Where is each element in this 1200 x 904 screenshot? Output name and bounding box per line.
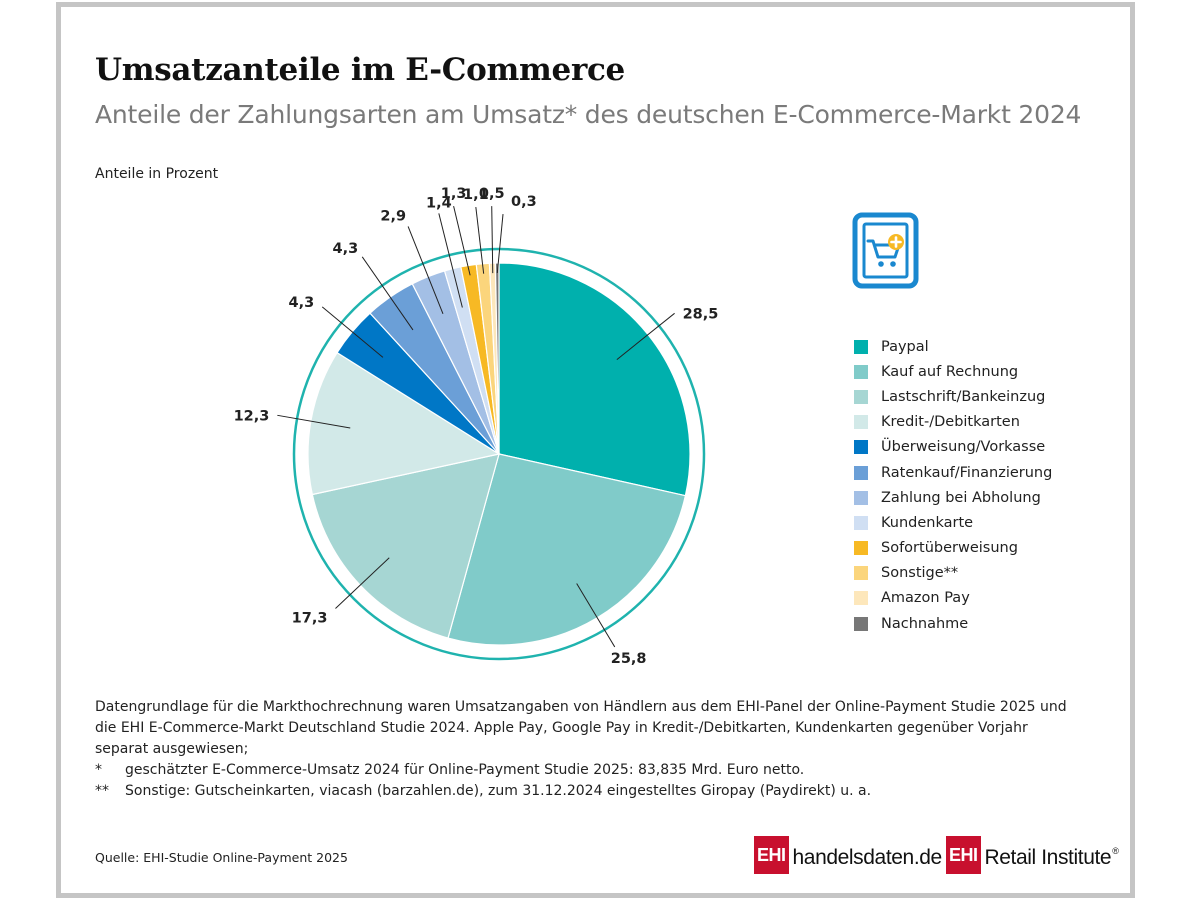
footnote-2-text: Sonstige: Gutscheinkarten, viacash (barz… <box>125 783 872 799</box>
retail-institute-logo-text: Retail Institute® <box>985 846 1119 870</box>
leader-line-kundenkarte <box>438 213 463 308</box>
legend-swatch <box>854 415 868 430</box>
leader-line-lastschrift-bankeinzug <box>335 557 390 609</box>
chart-subtitle: Anteile der Zahlungsarten am Umsatz* des… <box>95 100 1082 129</box>
legend-label: Überweisung/Vorkasse <box>881 439 1046 456</box>
legend-item-sofortueberweisung: Sofortüberweisung <box>854 536 1052 561</box>
leader-line-kredit-debitkarten <box>277 414 351 429</box>
legend-swatch <box>854 364 868 379</box>
data-label-sonstige: 1,1 <box>463 187 489 203</box>
pie-slice-nachnahme <box>494 262 500 455</box>
data-label-sofortueberweisung: 1,3 <box>441 186 467 202</box>
data-label-paypal: 28,5 <box>683 306 719 322</box>
legend-swatch <box>854 465 868 480</box>
leader-line-kauf-auf-rechnung <box>576 583 616 648</box>
data-label-zahlung-bei-abholung: 2,9 <box>380 208 406 224</box>
chart-legend: Paypal Kauf auf Rechnung Lastschrift/Banke… <box>854 334 1052 636</box>
footnote-2: ** Sonstige: Gutscheinkarten, viacash (ba… <box>95 781 1085 802</box>
legend-item-amazon-pay: Amazon Pay <box>854 586 1052 611</box>
legend-swatch <box>854 389 868 404</box>
legend-label: Ratenkauf/Finanzierung <box>881 464 1053 481</box>
ehi-logo-box: EHI <box>754 836 789 874</box>
data-label-kauf-auf-rechnung: 25,8 <box>611 651 647 667</box>
data-label-ueberweisung-vorkasse: 4,3 <box>289 295 315 311</box>
leader-line-amazon-pay <box>491 206 494 274</box>
retail-institute-text: Retail Institute <box>984 846 1112 869</box>
registered-mark: ® <box>1112 846 1119 856</box>
data-label-nachnahme: 0,3 <box>511 194 537 210</box>
handelsdaten-logo-text: handelsdaten.de <box>792 846 943 869</box>
data-basis-note: Datengrundlage für die Markthochrechnung… <box>95 699 1067 757</box>
legend-label: Kredit-/Debitkarten <box>881 414 1020 431</box>
shopping-cart-plus-icon <box>852 212 919 289</box>
legend-item-kauf-auf-rechnung: Kauf auf Rechnung <box>854 359 1052 384</box>
legend-item-kredit-debitkarten: Kredit-/Debitkarten <box>854 410 1052 435</box>
legend-swatch <box>854 591 868 606</box>
ehi-retail-institute-logo: EHI Retail Institute® <box>946 836 1119 874</box>
footnote-1-marker: * <box>95 762 102 778</box>
legend-item-sonstige: Sonstige** <box>854 561 1052 586</box>
legend-item-paypal: Paypal <box>854 334 1052 359</box>
legend-swatch <box>854 440 868 455</box>
pie-outer-ring <box>292 247 706 661</box>
handelsdaten-logo: EHI handelsdaten.de <box>754 836 942 874</box>
legend-swatch <box>854 515 868 530</box>
source-note: Quelle: EHI-Studie Online-Payment 2025 <box>95 850 348 865</box>
leader-line-nachnahme <box>496 213 504 274</box>
legend-swatch <box>854 566 868 581</box>
legend-label: Kundenkarte <box>881 514 974 531</box>
footnotes: Datengrundlage für die Markthochrechnung… <box>95 697 1085 802</box>
legend-label: Sofortüberweisung <box>881 540 1018 557</box>
footnote-1-text: geschätzter E-Commerce-Umsatz 2024 für O… <box>125 762 805 778</box>
legend-label: Amazon Pay <box>881 590 970 607</box>
legend-swatch <box>854 490 868 505</box>
data-label-ratenkauf-finanzierung: 4,3 <box>333 241 359 257</box>
leader-line-ueberweisung-vorkasse <box>321 306 384 358</box>
data-label-kredit-debitkarten: 12,3 <box>234 408 270 424</box>
data-label-amazon-pay: 0,5 <box>479 186 505 202</box>
legend-label: Lastschrift/Bankeinzug <box>881 388 1046 405</box>
leader-line-sofortueberweisung <box>453 206 471 276</box>
legend-swatch <box>854 616 868 631</box>
unit-label: Anteile in Prozent <box>95 166 219 182</box>
legend-swatch <box>854 541 868 556</box>
legend-swatch <box>854 339 868 354</box>
legend-label: Sonstige** <box>881 565 959 582</box>
legend-item-zahlung-bei-abholung: Zahlung bei Abholung <box>854 485 1052 510</box>
legend-label: Paypal <box>881 338 929 355</box>
legend-label: Zahlung bei Abholung <box>881 489 1041 506</box>
chart-title: Umsatzanteile im E-Commerce <box>95 52 625 88</box>
legend-label: Nachnahme <box>881 615 969 632</box>
legend-label: Kauf auf Rechnung <box>881 363 1019 380</box>
legend-item-nachnahme: Nachnahme <box>854 611 1052 636</box>
leader-line-sonstige <box>475 207 485 274</box>
footnote-2-marker: ** <box>95 783 109 799</box>
legend-item-ueberweisung-vorkasse: Überweisung/Vorkasse <box>854 435 1052 460</box>
legend-item-lastschrift-bankeinzug: Lastschrift/Bankeinzug <box>854 384 1052 409</box>
ehi-logo-box-2: EHI <box>946 836 981 874</box>
leader-line-ratenkauf-finanzierung <box>361 256 414 331</box>
footnote-1: * geschätzter E-Commerce-Umsatz 2024 für … <box>95 760 1085 781</box>
leader-line-zahlung-bei-abholung <box>407 226 444 314</box>
legend-item-kundenkarte: Kundenkarte <box>854 510 1052 535</box>
legend-item-ratenkauf-finanzierung: Ratenkauf/Finanzierung <box>854 460 1052 485</box>
leader-line-paypal <box>616 312 675 360</box>
data-label-lastschrift-bankeinzug: 17,3 <box>292 611 328 627</box>
data-label-kundenkarte: 1,4 <box>426 195 452 211</box>
